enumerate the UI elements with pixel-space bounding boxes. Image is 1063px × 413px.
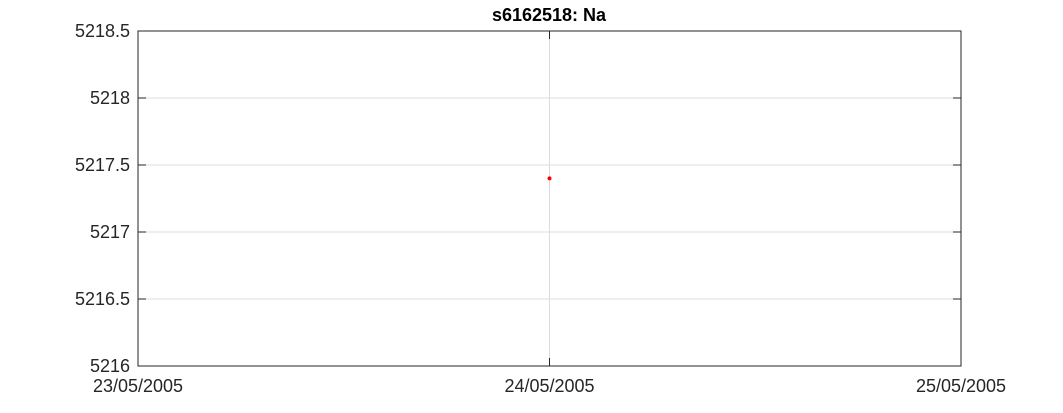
y-tick-labels: 5216 5216.5 5217 5217.5 5218 5218.5 (75, 21, 130, 376)
y-tick-label: 5217 (90, 222, 130, 242)
x-tick-label: 23/05/2005 (93, 376, 183, 396)
y-tick-label: 5217.5 (75, 155, 130, 175)
data-point (547, 176, 552, 181)
grid-lines (138, 31, 961, 366)
tick-marks (137, 30, 962, 367)
data-points (547, 176, 552, 181)
y-tick-label: 5216.5 (75, 289, 130, 309)
x-tick-labels: 23/05/2005 24/05/2005 25/05/2005 (93, 376, 1006, 396)
y-tick-label: 5218.5 (75, 21, 130, 41)
chart-title: s6162518: Na (492, 5, 607, 25)
x-tick-label: 24/05/2005 (504, 376, 594, 396)
y-tick-label: 5218 (90, 88, 130, 108)
x-tick-label: 25/05/2005 (916, 376, 1006, 396)
y-tick-label: 5216 (90, 356, 130, 376)
